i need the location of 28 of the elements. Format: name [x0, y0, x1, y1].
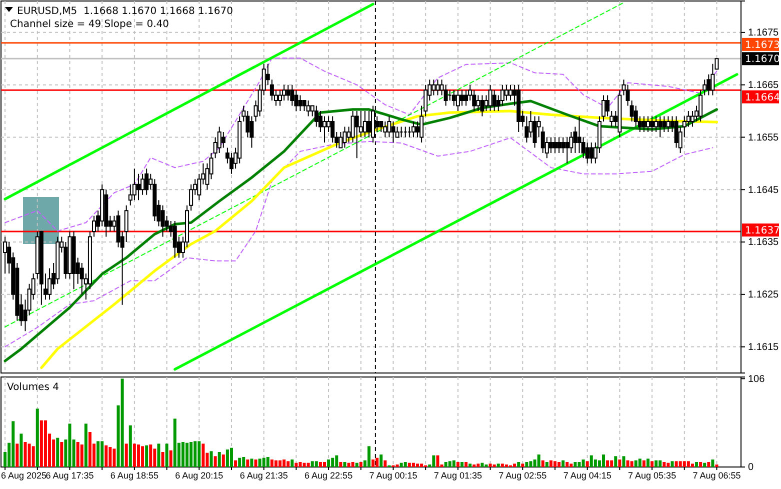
y-tick-label: 1.1625 [748, 290, 780, 301]
x-tick-label: 6 Aug 21:35 [240, 470, 288, 480]
ref-line-label: 1.1664 [745, 92, 780, 104]
x-tick-label: 7 Aug 04:15 [563, 470, 612, 480]
y-tick-label: 0 [748, 462, 754, 474]
y-tick-label: 1.1645 [748, 184, 780, 196]
x-tick-label: 6 Aug 18:55 [110, 470, 158, 480]
text: Channel size = 49 Slope = 0.40 [10, 19, 170, 30]
y-tick-label: 106 [748, 374, 766, 385]
x-tick-label: 6 Aug 20:15 [175, 470, 224, 480]
ref-line-label: 1.1637 [745, 226, 780, 237]
ref-line-label: 1.1670 [745, 54, 780, 66]
x-tick-label: 7 Aug 00:15 [369, 470, 418, 480]
text: Volumes 4 [7, 382, 59, 393]
x-tick-label: 7 Aug 01:35 [434, 470, 482, 480]
x-tick-label: 7 Aug 05:35 [628, 470, 676, 480]
y-tick-label: 1.1665 [748, 80, 780, 92]
y-tick-label: 1.1635 [748, 237, 780, 248]
y-tick-label: 1.1655 [748, 132, 780, 144]
x-tick-label: 6 Aug 17:35 [46, 470, 94, 480]
x-tick-label: 7 Aug 06:55 [692, 470, 741, 480]
ref-line-label: 1.1673 [745, 40, 780, 51]
x-tick-label: 6 Aug 22:55 [304, 470, 353, 480]
text: EURUSD,M5 1.1668 1.1670 1.1668 1.1670 [17, 6, 233, 17]
y-tick-label: 1.1675 [748, 28, 780, 39]
x-tick-label: 7 Aug 02:55 [498, 470, 547, 480]
y-tick-label: 1.1615 [748, 342, 780, 354]
x-tick-label: 6 Aug 2025 [1, 470, 47, 480]
